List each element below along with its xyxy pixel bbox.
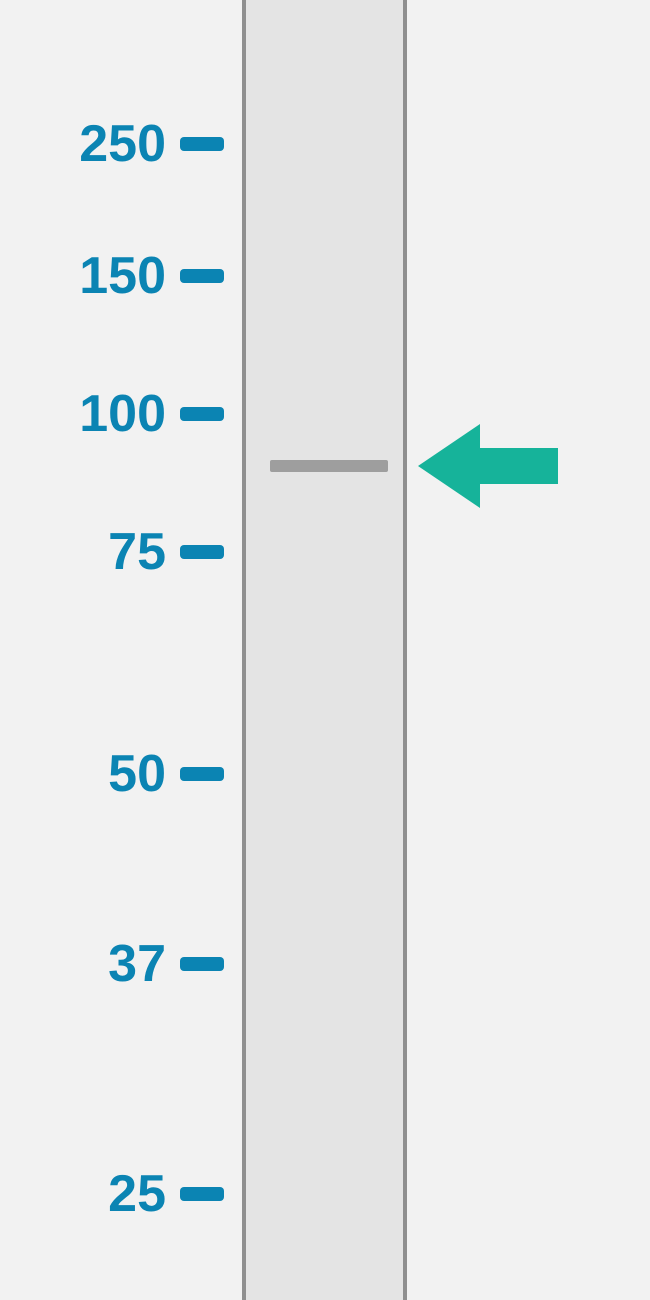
marker-row: 150 (0, 246, 224, 306)
arrow-head-icon (418, 424, 480, 508)
marker-label: 25 (0, 1164, 166, 1224)
indicator-arrow (418, 424, 558, 508)
marker-row: 37 (0, 934, 224, 994)
protein-band (270, 460, 388, 472)
arrow-shaft (480, 448, 558, 484)
marker-row: 50 (0, 744, 224, 804)
marker-row: 75 (0, 522, 224, 582)
marker-dash-icon (180, 957, 224, 971)
marker-label: 250 (0, 114, 166, 174)
marker-row: 100 (0, 384, 224, 444)
marker-dash-icon (180, 545, 224, 559)
marker-row: 250 (0, 114, 224, 174)
marker-label: 50 (0, 744, 166, 804)
marker-dash-icon (180, 407, 224, 421)
marker-dash-icon (180, 269, 224, 283)
marker-dash-icon (180, 1187, 224, 1201)
gel-lane (242, 0, 407, 1300)
marker-label: 100 (0, 384, 166, 444)
marker-dash-icon (180, 137, 224, 151)
marker-dash-icon (180, 767, 224, 781)
western-blot-diagram: 250 150 100 75 50 37 25 (0, 0, 650, 1300)
marker-row: 25 (0, 1164, 224, 1224)
marker-label: 75 (0, 522, 166, 582)
marker-label: 37 (0, 934, 166, 994)
marker-label: 150 (0, 246, 166, 306)
